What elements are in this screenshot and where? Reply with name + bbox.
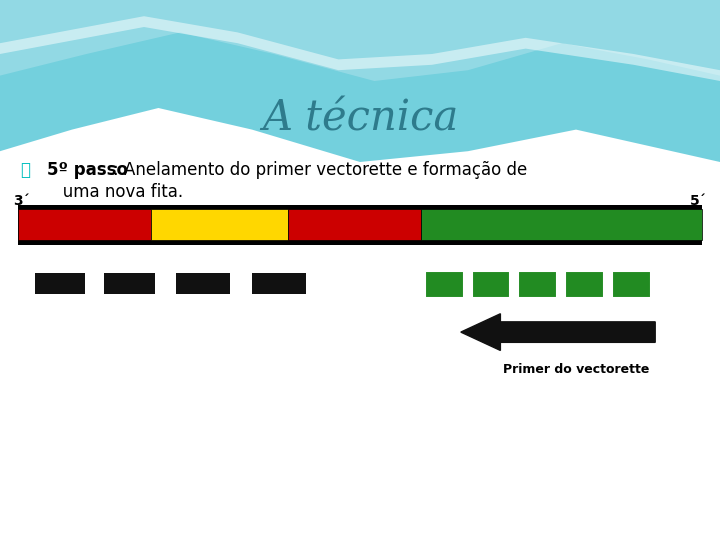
- Text: : Anelamento do primer vectorette e formação de: : Anelamento do primer vectorette e form…: [113, 161, 527, 179]
- Bar: [176, 273, 230, 294]
- Text: ➰: ➰: [20, 161, 30, 179]
- Text: uma nova fita.: uma nova fita.: [47, 183, 183, 201]
- Bar: [518, 271, 557, 298]
- Bar: [151, 209, 288, 240]
- Bar: [35, 273, 85, 294]
- Bar: [252, 273, 306, 294]
- Bar: [104, 273, 155, 294]
- Bar: [425, 271, 464, 298]
- Text: 3´: 3´: [13, 194, 30, 208]
- Bar: [472, 271, 510, 298]
- Bar: [565, 271, 604, 298]
- Bar: [421, 209, 702, 240]
- Bar: [18, 205, 702, 245]
- Bar: [288, 209, 421, 240]
- Text: Primer do vectorette: Primer do vectorette: [503, 363, 649, 376]
- Text: 5´: 5´: [690, 194, 707, 208]
- Text: 5º passo: 5º passo: [47, 161, 128, 179]
- Polygon shape: [0, 0, 720, 162]
- Polygon shape: [0, 16, 720, 81]
- Bar: [18, 209, 151, 240]
- Bar: [612, 271, 651, 298]
- Polygon shape: [0, 0, 720, 81]
- FancyArrow shape: [461, 314, 655, 350]
- Text: A técnica: A técnica: [262, 98, 458, 140]
